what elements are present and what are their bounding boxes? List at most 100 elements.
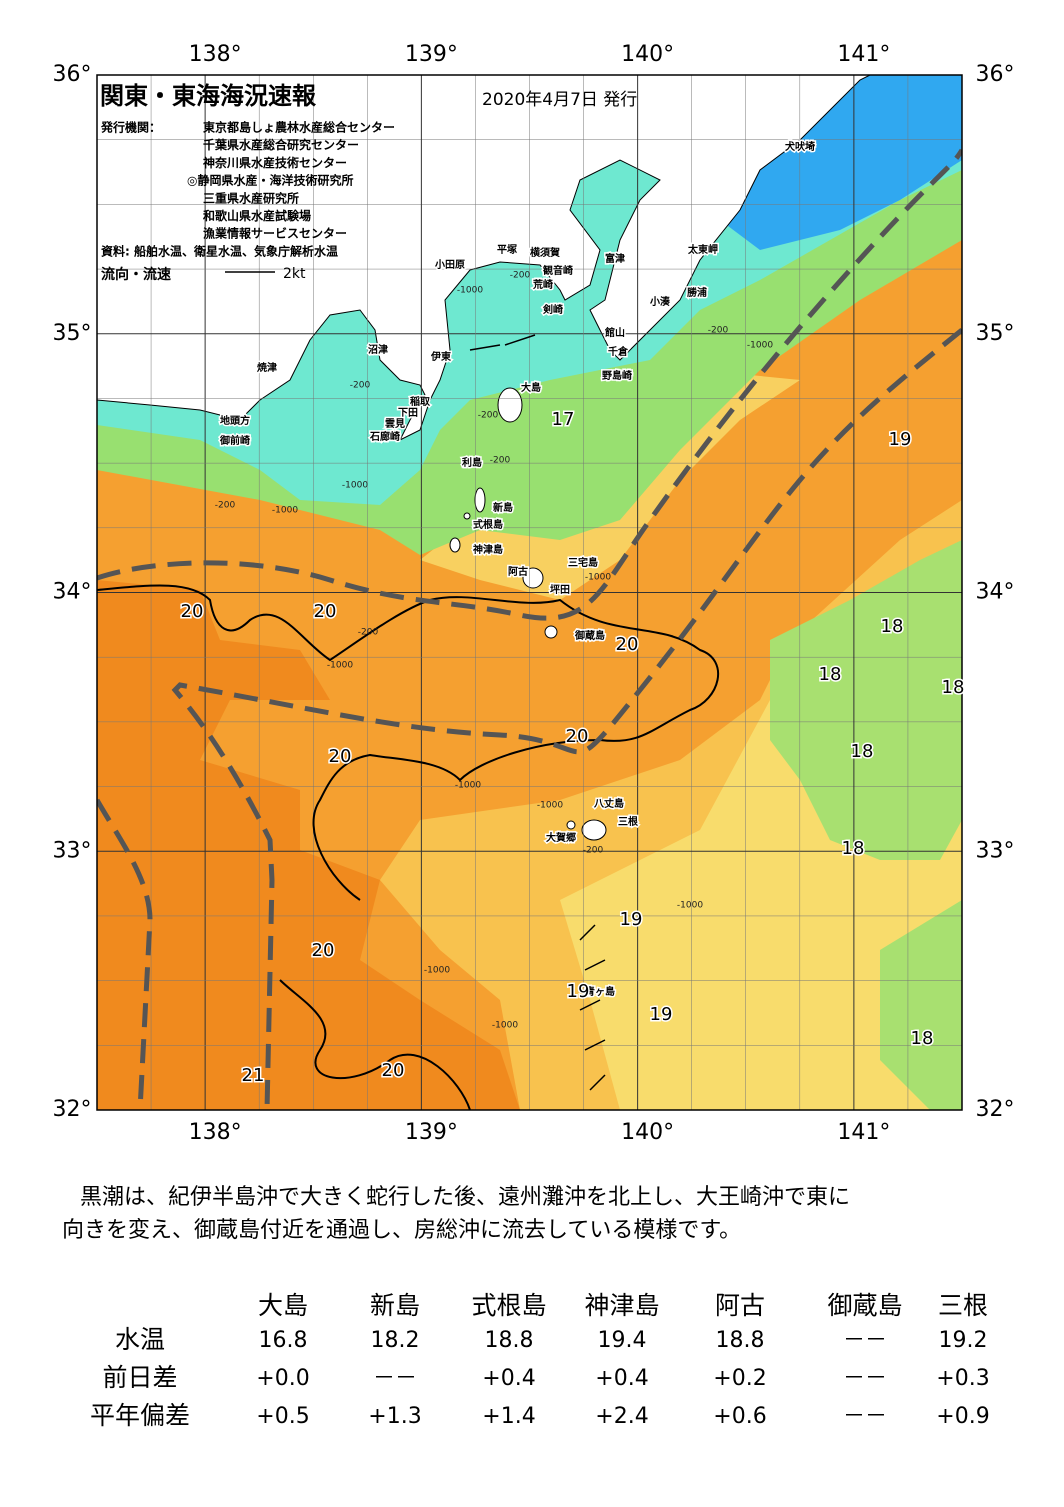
place-name: 御蔵島	[574, 629, 605, 642]
place-name: 新島	[493, 501, 513, 514]
temperature-label: 20	[566, 726, 589, 747]
place-name: 横須賀	[530, 246, 560, 259]
vector	[584, 959, 606, 971]
island	[566, 820, 576, 830]
depth-label: -1000	[492, 1021, 518, 1031]
table-cell: +0.5	[256, 1404, 309, 1429]
contours	[97, 584, 719, 1110]
temperature-label: 21	[242, 1065, 265, 1086]
flow-scale: 2kt	[283, 266, 306, 282]
depth-label: -1000	[272, 506, 298, 516]
kuroshio-axis	[97, 148, 962, 1110]
depth-label: -1000	[585, 573, 611, 583]
issuer: ◎静岡県水産・海洋技術研究所	[187, 173, 353, 188]
table-header: 大島	[258, 1291, 308, 1320]
vector	[469, 344, 501, 351]
place-name: 八丈島	[593, 797, 624, 810]
temperature-label: 18	[881, 616, 904, 637]
table-cell: +0.3	[936, 1366, 989, 1391]
place-name: 坪田	[550, 583, 570, 596]
map	[97, 75, 962, 1110]
island	[522, 567, 544, 589]
table-cell: 18.8	[485, 1328, 534, 1353]
lat-label: 32°	[976, 1097, 1015, 1122]
grid	[97, 75, 962, 1110]
table-header: 三根	[938, 1291, 988, 1320]
place-name: 富津	[605, 252, 625, 265]
place-name: 雲見	[385, 418, 405, 430]
place-name: 御前崎	[219, 434, 250, 447]
table-cell: 18.8	[716, 1328, 765, 1353]
table-cell: +1.3	[368, 1404, 421, 1429]
lat-label: 34°	[53, 580, 92, 605]
issuer: 和歌山県水産試験場	[202, 208, 311, 223]
contour-line	[279, 979, 471, 1110]
table-cell: －－	[843, 1366, 887, 1391]
table-cell: －－	[373, 1366, 417, 1391]
temperature-label: 19	[620, 909, 643, 930]
table-header: 神津島	[584, 1291, 659, 1320]
source: 資料: 船舶水温、衛星水温、気象庁解析水温	[101, 244, 338, 259]
depth-label: -200	[583, 846, 604, 856]
lat-label: 33°	[976, 838, 1015, 863]
temperature-label: 17	[552, 409, 575, 430]
place-name: 三根	[618, 815, 638, 828]
table-cell: －－	[843, 1328, 887, 1353]
vector	[584, 1039, 606, 1051]
place-name: 野島崎	[602, 369, 632, 382]
description-line: 向きを変え、御蔵島付近を通過し、房総沖に流去している模様です。	[62, 1218, 741, 1243]
place-name: 伊東	[430, 350, 451, 363]
table-cell: +0.0	[256, 1366, 309, 1391]
depth-label: -1000	[747, 341, 773, 351]
vector	[579, 999, 601, 1011]
temperature-label: 19	[889, 429, 912, 450]
issuer: 三重県水産研究所	[203, 190, 299, 205]
table-header: 御蔵島	[827, 1291, 902, 1320]
lon-label: 140°	[621, 1120, 674, 1145]
temperature-label: 19	[650, 1004, 673, 1025]
temperature-label: 20	[616, 634, 639, 655]
issuer: 漁業情報サービスセンター	[203, 226, 347, 241]
lat-label: 36°	[976, 62, 1015, 87]
place-name: 稲取	[410, 395, 431, 408]
table-header: 式根島	[471, 1291, 546, 1320]
depth-label: -1000	[424, 966, 450, 976]
issuer: 神奈川県水産技術センター	[203, 155, 347, 170]
temperature-label: 20	[382, 1060, 405, 1081]
lon-label: 140°	[621, 42, 674, 67]
lon-label: 138°	[189, 42, 242, 67]
table-cell: +1.4	[482, 1404, 535, 1429]
land	[97, 75, 871, 442]
place-name: 荒崎	[532, 278, 553, 291]
lat-label: 34°	[976, 580, 1015, 605]
place-name: 小湊	[649, 295, 671, 308]
temperature-label: 19	[567, 981, 590, 1002]
island	[544, 625, 558, 639]
depth-label: -1000	[457, 286, 483, 296]
temperature-label: 20	[329, 746, 352, 767]
issuer-label: 発行機関：	[100, 120, 161, 135]
table-cell: 19.4	[598, 1328, 647, 1353]
island	[449, 537, 461, 553]
place-name: 平塚	[497, 243, 517, 256]
vector	[504, 334, 536, 346]
table-cell: 18.2	[371, 1328, 420, 1353]
table-cell: 16.8	[259, 1328, 308, 1353]
place-name: 地頭方	[220, 414, 250, 427]
issuer: 東京都島しょ農林水産総合センター	[203, 120, 395, 135]
depth-label: -200	[350, 381, 371, 391]
date: 2020年4月7日 発行	[482, 90, 637, 110]
island	[497, 387, 523, 423]
lat-label: 36°	[53, 62, 92, 87]
temperature-label: 20	[312, 940, 335, 961]
place-name: 太東岬	[687, 243, 718, 256]
table-cell: 19.2	[939, 1328, 988, 1353]
kuroshio-path	[97, 798, 153, 1110]
table-cell: +0.9	[936, 1404, 989, 1429]
depth-label: -200	[478, 411, 499, 421]
temperature-label: 18	[819, 664, 842, 685]
island	[463, 512, 471, 520]
place-name: 阿古	[508, 565, 528, 578]
title: 関東・東海海況速報	[100, 82, 317, 110]
